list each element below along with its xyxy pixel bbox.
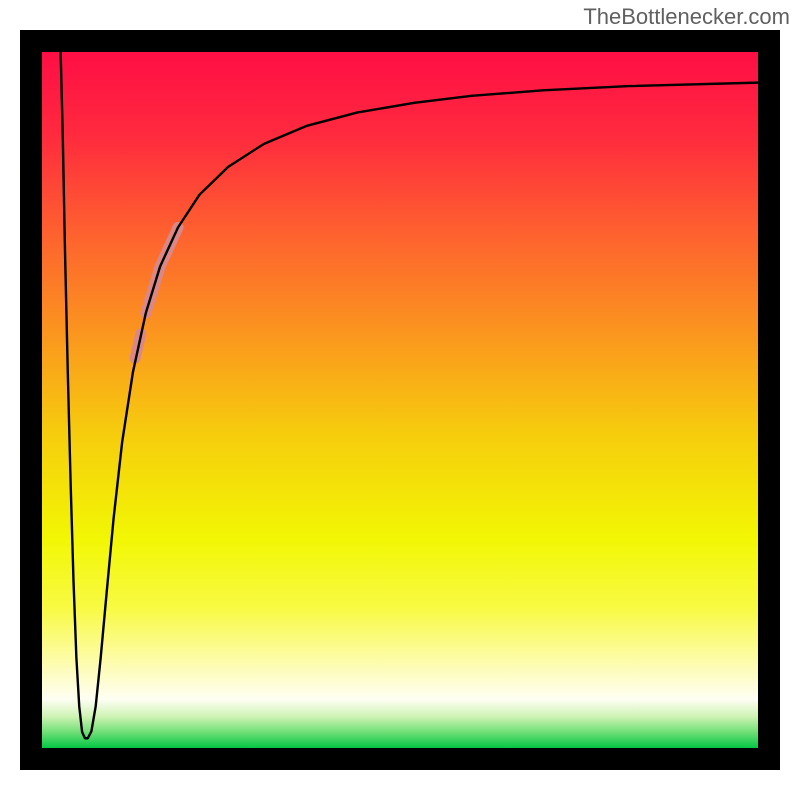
- plot-border-bottom: [20, 748, 780, 770]
- plot-border-left: [20, 30, 42, 770]
- plot-border-right: [758, 30, 780, 770]
- bottleneck-curve-chart: [0, 0, 800, 800]
- gradient-background: [42, 52, 758, 748]
- figure-container: TheBottlenecker.com: [0, 0, 800, 800]
- plot-border-top: [20, 30, 780, 52]
- watermark-text: TheBottlenecker.com: [583, 4, 790, 30]
